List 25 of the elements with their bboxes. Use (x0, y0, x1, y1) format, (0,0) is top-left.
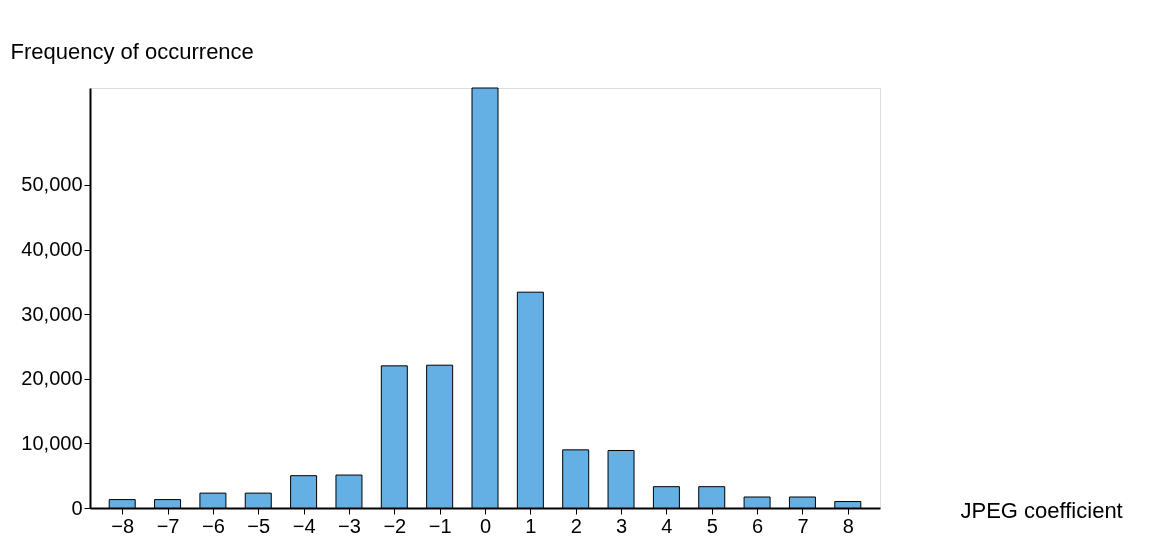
y-tick-label: 40,000 (21, 238, 83, 261)
x-tick-label: 6 (752, 514, 764, 537)
x-tick-label: −1 (428, 514, 452, 537)
x-tick-label: −5 (247, 514, 271, 537)
y-tick-label: 30,000 (21, 302, 83, 325)
x-tick-label: −8 (111, 514, 135, 537)
x-tick-label: 4 (661, 514, 673, 537)
y-tick-label: 0 (71, 496, 83, 519)
x-tick-label: 7 (797, 514, 809, 537)
x-tick-label: 1 (525, 514, 537, 537)
y-tick-label: 20,000 (21, 367, 83, 390)
x-tick-label: −4 (292, 514, 316, 537)
x-tick-label: −7 (156, 514, 180, 537)
x-tick-label: 0 (479, 514, 492, 537)
x-tick-label: 5 (706, 514, 718, 537)
x-tick-label: 8 (842, 514, 854, 537)
x-tick-label: 2 (570, 514, 582, 537)
y-tick-label: 50,000 (21, 173, 83, 196)
x-tick-label: −2 (383, 514, 407, 537)
y-axis-title: Frequency of occurrence (10, 38, 254, 64)
x-tick-label: 3 (615, 514, 628, 537)
x-tick-label: −3 (338, 514, 361, 537)
y-tick-label: 10,000 (21, 431, 83, 454)
x-tick-label: −6 (202, 514, 225, 537)
x-axis-title: JPEG coefficient (960, 497, 1123, 523)
